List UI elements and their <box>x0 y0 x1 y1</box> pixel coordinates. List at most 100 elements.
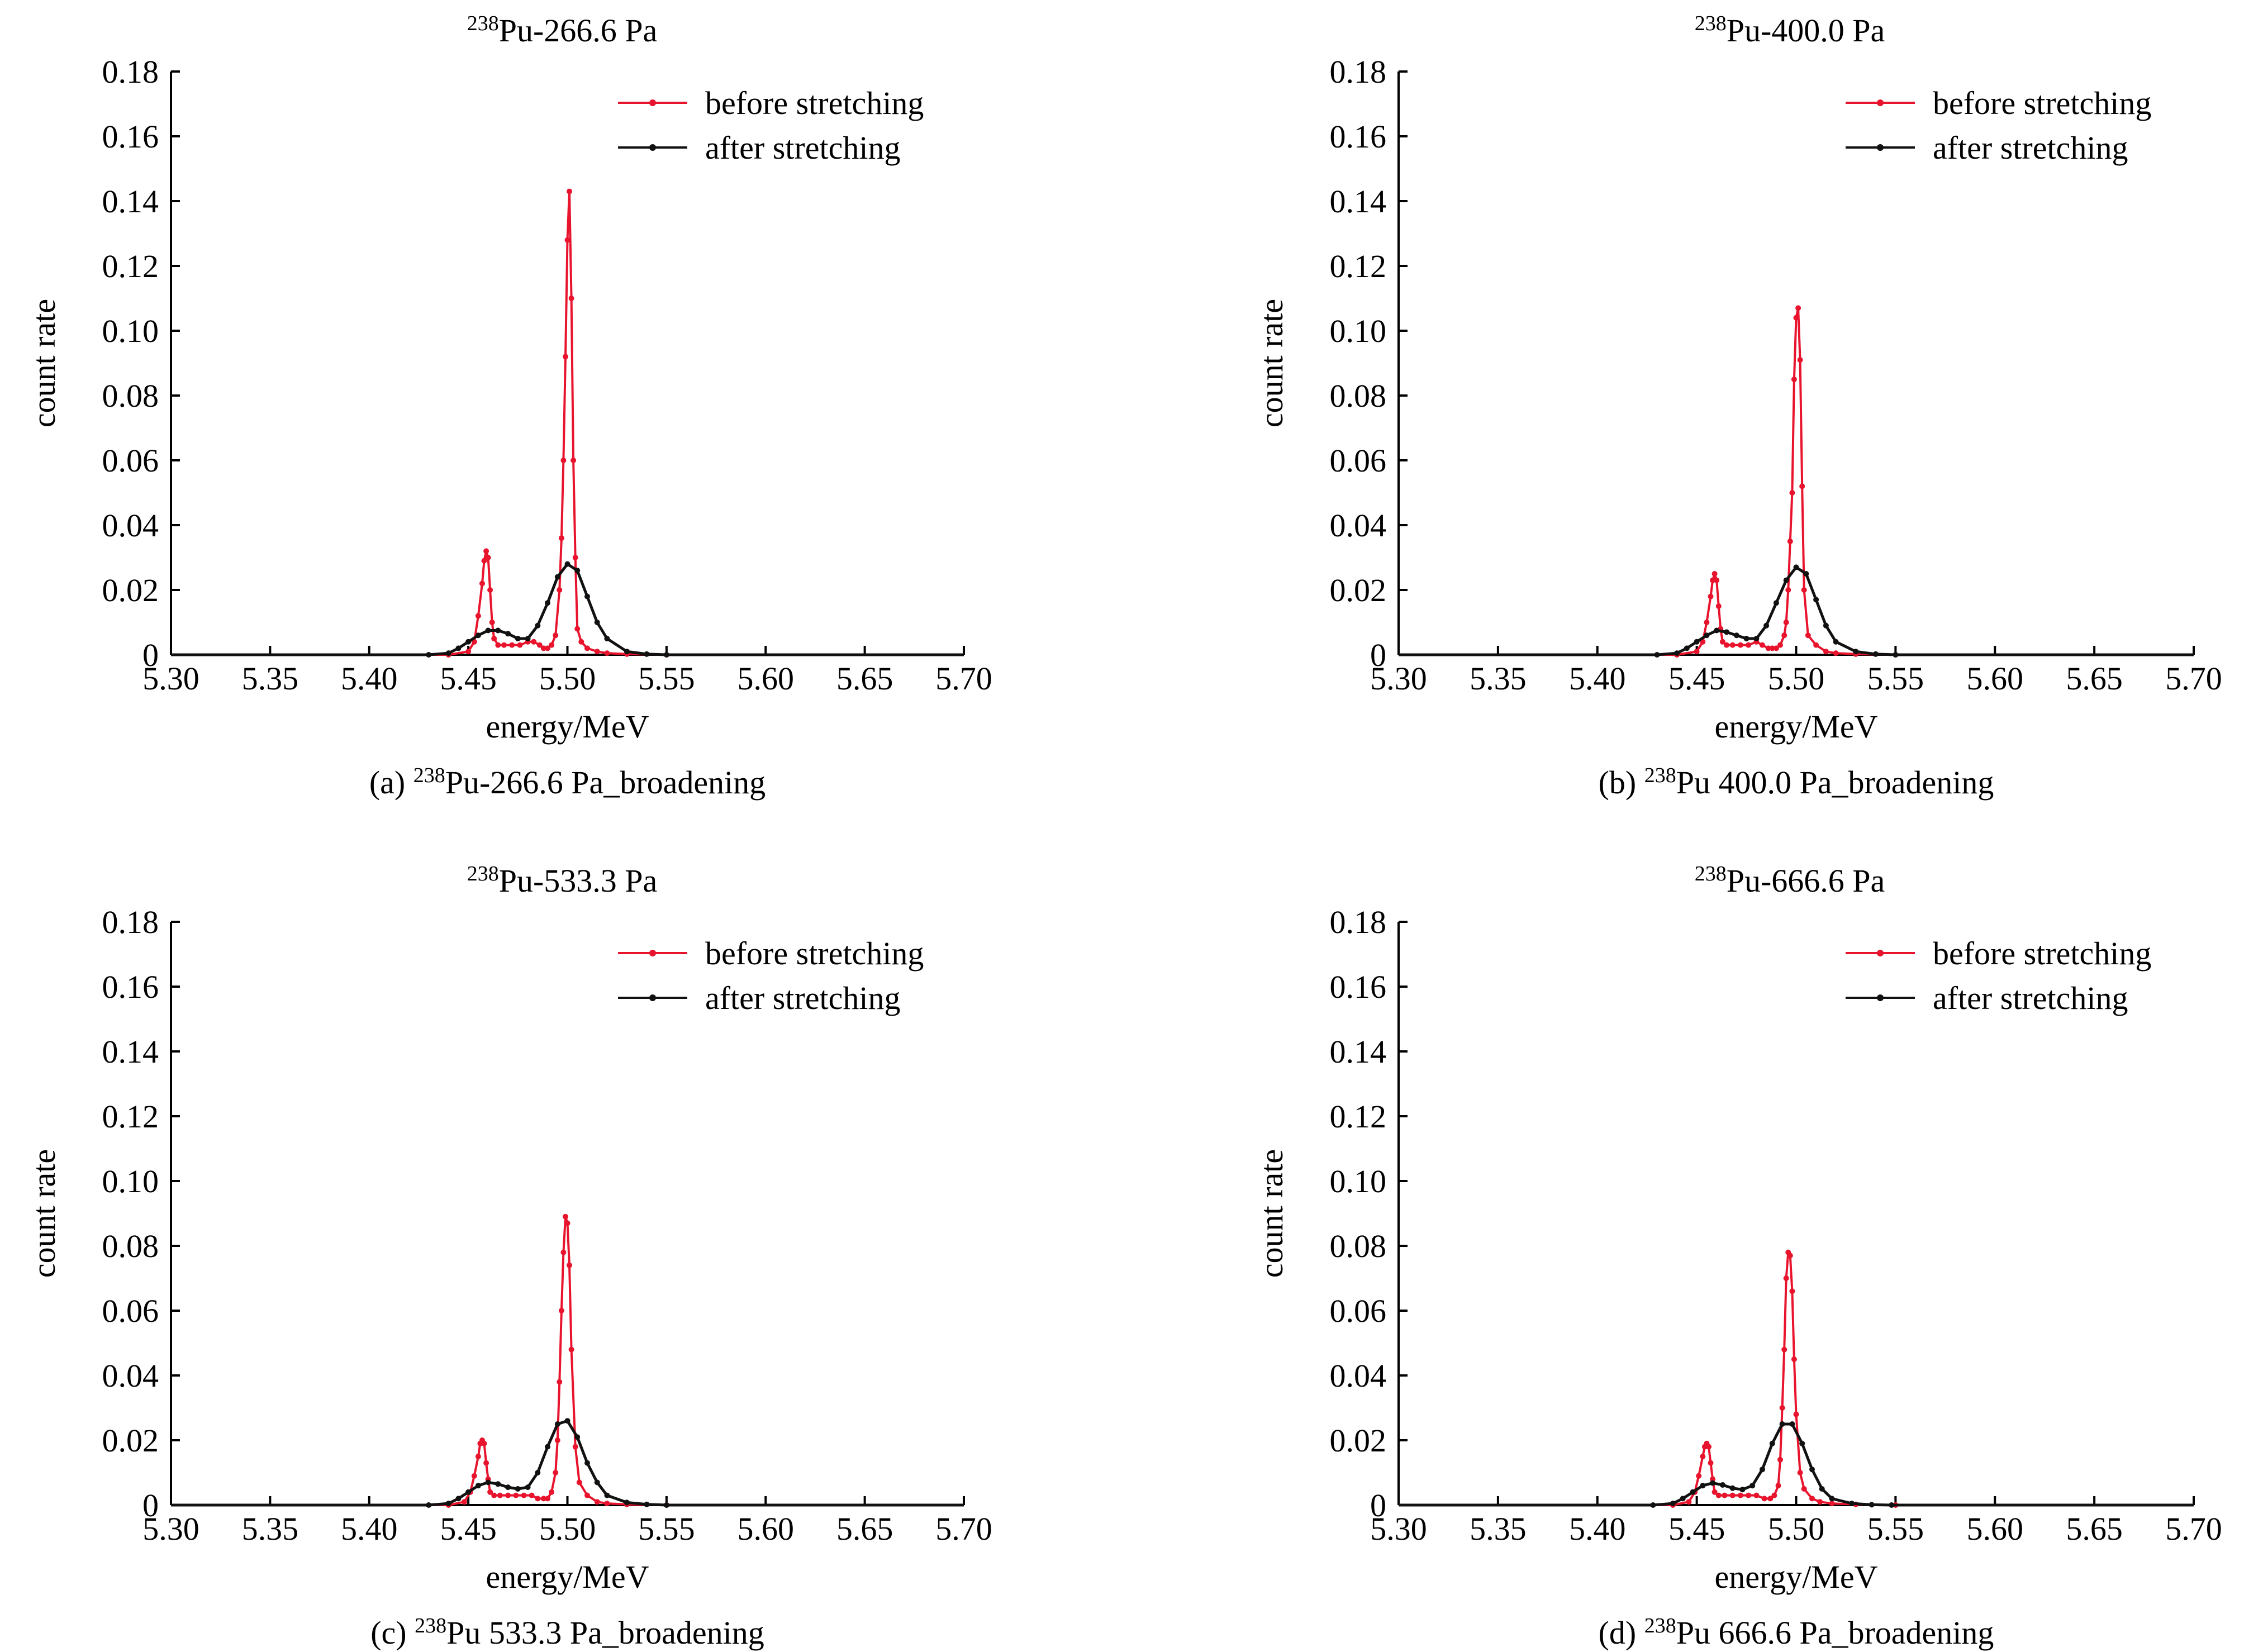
x-tick-label: 5.70 <box>935 1511 992 1547</box>
data-point <box>455 645 462 651</box>
data-point <box>485 627 491 634</box>
data-point <box>1795 305 1801 311</box>
data-point <box>558 535 564 541</box>
y-tick-label: 0 <box>142 1487 159 1524</box>
data-point <box>604 650 610 656</box>
data-point <box>1753 636 1760 641</box>
data-point <box>489 620 495 625</box>
x-tick-label: 5.65 <box>2066 1511 2123 1547</box>
data-point <box>1799 1440 1805 1446</box>
data-point <box>553 632 559 639</box>
x-tick-label: 5.40 <box>341 660 398 697</box>
data-point <box>485 1479 491 1486</box>
y-tick-label: 0.14 <box>1330 183 1387 220</box>
data-point <box>479 580 485 587</box>
chart-title-superscript: 238 <box>467 862 499 885</box>
x-tick-label: 5.40 <box>341 1511 398 1547</box>
data-point <box>1797 357 1803 363</box>
data-point <box>487 1489 493 1495</box>
data-point <box>570 458 577 463</box>
chart-title-text: Pu-266.6 Pa <box>499 12 658 49</box>
data-point <box>1760 1467 1765 1473</box>
legend-marker <box>1877 99 1884 106</box>
data-point <box>1696 1473 1702 1479</box>
legend-label: before stretching <box>705 85 924 121</box>
series-line <box>1399 1422 2194 1507</box>
data-point <box>1714 577 1720 583</box>
chart-title-superscript: 238 <box>1695 12 1727 35</box>
data-point <box>1783 620 1789 625</box>
data-point <box>1753 1492 1760 1498</box>
data-point <box>1777 1456 1783 1463</box>
data-point <box>513 1492 519 1498</box>
data-point <box>560 1249 567 1255</box>
x-tick-label: 5.50 <box>1768 1511 1825 1547</box>
x-tick-label: 5.35 <box>242 1511 299 1547</box>
chart-panel-a: 5.30 5.35 5.40 5.45 5.50 5.55 5.60 5.65 5.70 0 0.0… <box>26 12 992 801</box>
legend-marker <box>1877 950 1884 956</box>
data-point <box>567 1262 572 1268</box>
data-point <box>1700 1454 1706 1459</box>
series-after-stretching <box>171 561 964 658</box>
x-tick-label: 5.70 <box>935 660 992 697</box>
data-point <box>505 631 511 637</box>
data-point <box>578 639 584 645</box>
data-point <box>1769 645 1775 651</box>
x-tick-label: 5.30 <box>1370 1511 1427 1547</box>
data-point <box>567 188 572 194</box>
data-point <box>426 1502 432 1508</box>
x-tick-label: 5.50 <box>539 1511 596 1547</box>
data-point <box>1799 483 1805 489</box>
data-point <box>1710 1476 1716 1482</box>
chart-title-superscript: 238 <box>467 12 499 35</box>
data-point <box>1777 642 1783 648</box>
data-point <box>1779 1405 1785 1411</box>
data-point <box>1833 639 1839 645</box>
x-tick-label: 5.70 <box>2165 660 2222 697</box>
data-point <box>1710 577 1716 583</box>
data-point <box>574 626 581 632</box>
data-point <box>1708 593 1714 599</box>
data-point <box>563 1213 568 1220</box>
data-point <box>1781 632 1787 639</box>
data-point <box>1829 1501 1835 1507</box>
x-tick-label: 5.50 <box>539 660 596 697</box>
data-point <box>1783 577 1789 583</box>
x-tick-label: 5.45 <box>440 1511 497 1547</box>
data-point <box>455 1496 462 1502</box>
y-axis-title: count rate <box>26 299 62 427</box>
x-tick-label: 5.55 <box>638 660 695 697</box>
figure-caption-superscript: 238 <box>1644 764 1676 787</box>
data-point <box>1785 587 1791 593</box>
data-point <box>1849 1501 1855 1507</box>
x-tick-label: 5.45 <box>440 660 497 697</box>
chart-title: 238Pu-533.3 Pa <box>467 862 658 899</box>
x-tick-label: 5.60 <box>738 660 795 697</box>
legend-marker <box>1877 144 1884 151</box>
data-point <box>644 651 650 657</box>
legend: before stretching after stretching <box>618 935 924 1016</box>
data-point <box>1706 1444 1711 1450</box>
figure-caption-label: (a) <box>369 764 413 801</box>
data-point <box>1805 632 1811 639</box>
series-before-stretching <box>1399 305 2194 658</box>
data-point <box>1793 1411 1799 1417</box>
data-point <box>1749 1483 1756 1489</box>
x-axis-title: energy/MeV <box>1714 1559 1877 1595</box>
data-point <box>1719 639 1725 645</box>
x-tick-label: 5.45 <box>1668 660 1725 697</box>
data-point <box>1737 642 1743 648</box>
data-point <box>1787 1253 1793 1259</box>
data-point <box>564 1418 570 1424</box>
y-tick-label: 0.08 <box>1330 378 1387 414</box>
data-point <box>1711 1489 1718 1495</box>
data-point <box>1787 539 1793 544</box>
data-point <box>558 1308 564 1313</box>
series-before-stretching <box>171 188 964 658</box>
data-point <box>462 1499 467 1505</box>
data-point <box>594 649 600 655</box>
data-point <box>1893 652 1899 658</box>
y-tick-label: 0.14 <box>102 1034 159 1070</box>
y-tick-label: 0.12 <box>102 248 159 284</box>
data-point <box>1763 622 1770 629</box>
